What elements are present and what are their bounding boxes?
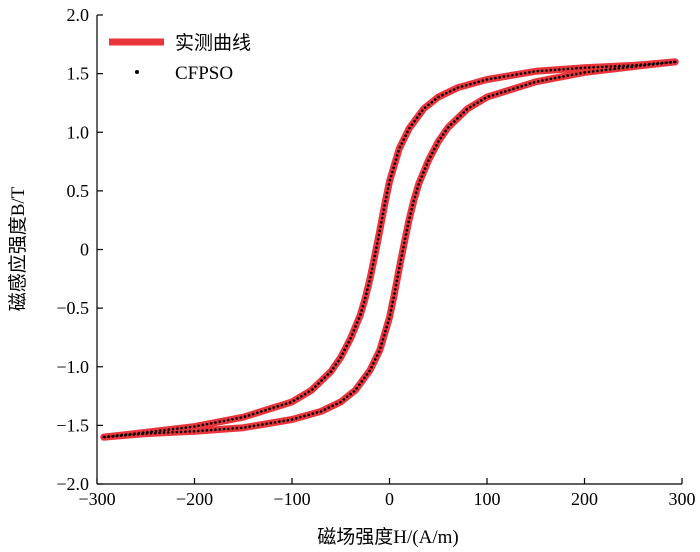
x-tick-label: 100 <box>474 489 501 509</box>
y-tick-label: −2.0 <box>56 474 89 494</box>
legend: 实测曲线 CFPSO <box>109 32 251 84</box>
x-tick-label: −100 <box>273 489 310 509</box>
measured-curve-ascending <box>100 58 679 441</box>
x-tick-label: 200 <box>571 489 598 509</box>
y-tick-label: 1.5 <box>67 64 90 84</box>
y-tick-label: −0.5 <box>56 298 89 318</box>
ticks-layer: −300 −200 −100 0 100 200 300 2.0 1.5 1.0 0.5 0 −0.5 −… <box>56 5 695 509</box>
x-tick-label: 0 <box>385 489 394 509</box>
y-tick-label: −1.0 <box>56 357 89 377</box>
measured-curve-descending <box>100 58 679 441</box>
y-axis-title: 磁感应强度B/T <box>7 186 29 311</box>
cfpso-curve-ascending <box>102 60 677 439</box>
y-tick-label: 1.0 <box>67 122 90 142</box>
cfpso-curve-descending <box>102 60 677 439</box>
x-tick-label: −300 <box>78 489 115 509</box>
x-tick-label: 300 <box>669 489 696 509</box>
y-tick-label: −1.5 <box>56 415 89 435</box>
x-tick-label: −200 <box>176 489 213 509</box>
y-tick-label: 0 <box>80 240 89 260</box>
x-axis-title: 磁场强度H/(A/m) <box>317 526 458 548</box>
y-tick-label: 2.0 <box>67 5 90 25</box>
legend-label-measured: 实测曲线 <box>175 32 251 54</box>
legend-label-cfpso: CFPSO <box>175 63 233 84</box>
legend-dot-sample <box>135 70 139 74</box>
y-tick-label: 0.5 <box>67 181 90 201</box>
axes-layer <box>96 15 682 485</box>
plot-layer <box>100 58 679 441</box>
